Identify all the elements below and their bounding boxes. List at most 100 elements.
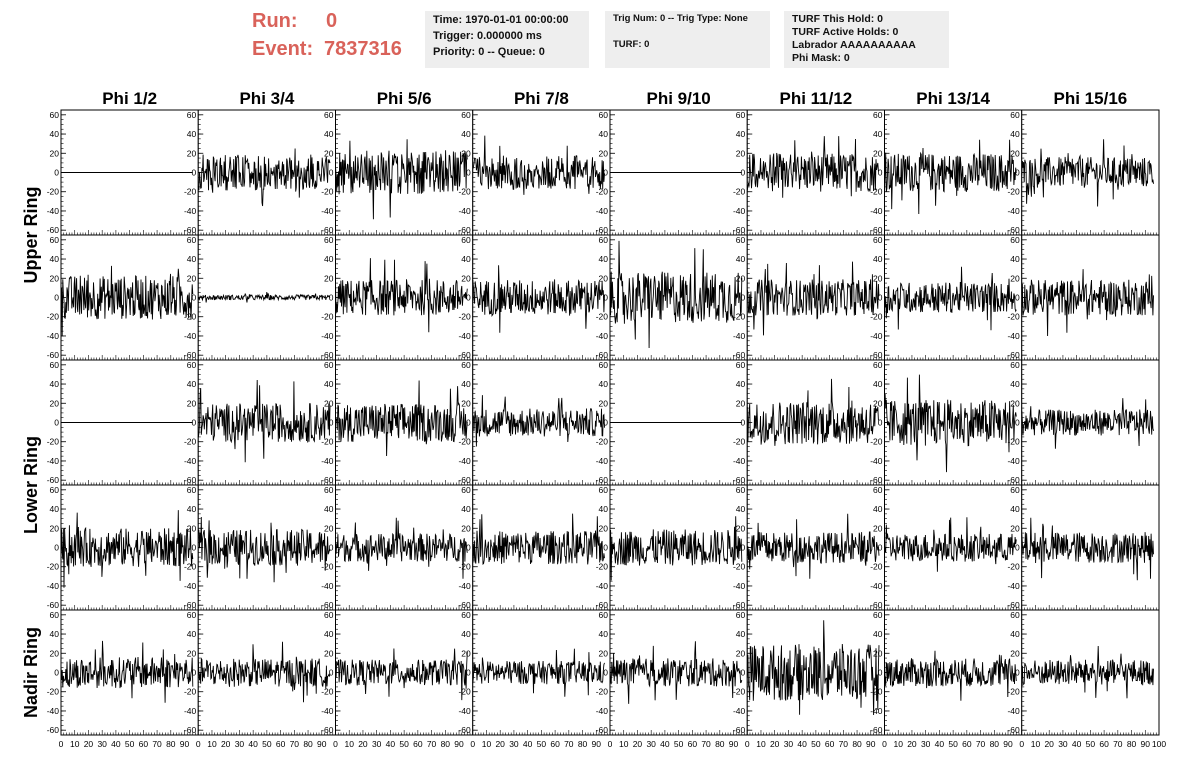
x-tick-label: 90 — [592, 739, 602, 749]
y-tick-label: -40 — [458, 331, 471, 341]
y-tick-label: 0 — [329, 668, 334, 678]
y-tick-label: 40 — [461, 129, 471, 139]
y-tick-label: -20 — [733, 687, 746, 697]
x-tick-label: 80 — [441, 739, 451, 749]
column-title: Phi 15/16 — [1054, 89, 1128, 108]
y-tick-label: 40 — [50, 504, 60, 514]
waveform-panel: 60 40 20 0 -20 -40 -60 — [733, 234, 885, 361]
y-tick-label: 60 — [50, 485, 60, 495]
y-tick-label: 60 — [736, 360, 746, 370]
y-tick-label: -40 — [458, 581, 471, 591]
x-tick-label: 70 — [701, 739, 711, 749]
y-tick-label: 0 — [466, 668, 471, 678]
y-tick-label: -60 — [458, 725, 471, 735]
waveform-panel: 60 40 20 0 -20 -40 -60 — [47, 234, 199, 361]
y-tick-label: 0 — [54, 418, 59, 428]
y-tick-label: 40 — [461, 629, 471, 639]
waveform-panel: 60 40 20 0 -20 -40 -60 — [184, 109, 336, 236]
y-tick-label: 40 — [736, 379, 746, 389]
column-title: Phi 5/6 — [377, 89, 432, 108]
y-tick-label: -60 — [596, 600, 609, 610]
y-tick-label: 40 — [324, 629, 334, 639]
waveform-panel: 60 40 20 0 -20 -40 -60 — [870, 359, 1023, 486]
y-tick-label: -60 — [184, 600, 197, 610]
waveform-panel: 60 40 20 0 -20 -40 -60 — [870, 609, 1023, 736]
y-tick-label: 20 — [736, 648, 746, 658]
y-tick-label: -40 — [733, 331, 746, 341]
y-tick-label: 20 — [187, 148, 197, 158]
x-tick-label: 20 — [221, 739, 231, 749]
y-tick-label: 40 — [461, 504, 471, 514]
x-tick-label: 30 — [97, 739, 107, 749]
x-tick-label: 0 — [1019, 739, 1024, 749]
y-tick-label: -60 — [733, 600, 746, 610]
y-tick-label: 60 — [1010, 360, 1020, 370]
y-tick-label: 0 — [54, 168, 59, 178]
y-tick-label: 0 — [603, 543, 608, 553]
y-tick-label: -60 — [1007, 350, 1020, 360]
waveform-trace — [472, 395, 605, 447]
turf-active-text: TURF Active Holds: 0 — [792, 26, 899, 38]
y-tick-label: -20 — [1007, 687, 1020, 697]
waveform-trace — [884, 139, 1017, 215]
y-tick-label: -20 — [184, 187, 197, 197]
y-tick-label: -20 — [184, 687, 197, 697]
y-tick-label: 0 — [878, 293, 883, 303]
waveform-panel: 60 40 20 0 -20 -40 -60 — [321, 484, 474, 611]
y-tick-label: 40 — [873, 129, 883, 139]
y-tick-label: 20 — [1010, 398, 1020, 408]
y-tick-label: 60 — [187, 110, 197, 120]
x-tick-label: 40 — [386, 739, 396, 749]
waveform-trace — [197, 379, 331, 463]
y-tick-label: 20 — [461, 648, 471, 658]
ring-label: Upper Ring — [21, 187, 41, 284]
x-tick-label: 70 — [976, 739, 986, 749]
y-tick-label: 0 — [741, 418, 746, 428]
y-tick-label: 40 — [50, 254, 60, 264]
y-tick-label: -60 — [596, 475, 609, 485]
y-tick-label: 40 — [50, 129, 60, 139]
y-tick-label: 20 — [736, 148, 746, 158]
y-tick-label: -20 — [596, 187, 609, 197]
y-tick-label: 20 — [1010, 648, 1020, 658]
waveform-panel: 60 40 20 0 -20 -40 -60 — [1007, 359, 1160, 486]
waveform-trace — [884, 650, 1017, 701]
y-tick-label: 0 — [192, 168, 197, 178]
y-tick-label: 60 — [599, 110, 609, 120]
x-tick-label: 10 — [344, 739, 354, 749]
y-tick-label: 40 — [736, 254, 746, 264]
x-tick-label: 30 — [646, 739, 656, 749]
y-tick-label: -20 — [596, 687, 609, 697]
y-tick-label: 20 — [50, 398, 60, 408]
y-tick-label: 20 — [599, 398, 609, 408]
y-tick-label: -60 — [47, 225, 60, 235]
waveform-trace — [198, 516, 331, 583]
y-tick-label: 20 — [873, 148, 883, 158]
x-tick-label: 50 — [399, 739, 409, 749]
x-tick-label: 40 — [660, 739, 670, 749]
y-tick-label: -20 — [47, 312, 60, 322]
column-title: Phi 13/14 — [916, 89, 990, 108]
waveform-panel: 60 40 20 0 -20 -40 -60 — [1007, 484, 1160, 611]
ring-label: Nadir Ring — [21, 627, 41, 718]
y-tick-label: 40 — [461, 379, 471, 389]
y-tick-label: 60 — [599, 610, 609, 620]
y-tick-label: -20 — [321, 687, 334, 697]
y-tick-label: -20 — [596, 562, 609, 572]
waveform-panel: 60 40 20 0 -20 -40 -60 — [321, 234, 474, 361]
x-tick-label: 90 — [1003, 739, 1013, 749]
x-tick-label: 10 — [893, 739, 903, 749]
y-tick-label: -60 — [870, 725, 883, 735]
waveform-panel: 60 40 20 0 -20 -40 -60 — [596, 234, 748, 361]
x-tick-label: 0 — [333, 739, 338, 749]
y-tick-label: -40 — [47, 456, 60, 466]
y-tick-label: 20 — [873, 398, 883, 408]
x-tick-label: 50 — [674, 739, 684, 749]
y-tick-label: -40 — [1007, 581, 1020, 591]
panel-frame — [1021, 234, 1160, 361]
y-tick-label: 0 — [329, 418, 334, 428]
y-tick-label: -20 — [321, 562, 334, 572]
y-tick-label: -60 — [321, 225, 334, 235]
y-tick-label: -40 — [321, 456, 334, 466]
waveform-trace — [884, 517, 1017, 572]
